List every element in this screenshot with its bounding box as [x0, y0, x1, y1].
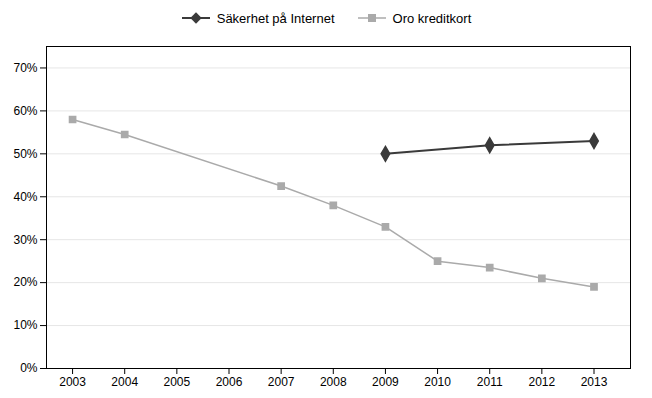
svg-text:2010: 2010 [424, 375, 451, 389]
svg-text:2006: 2006 [216, 375, 243, 389]
svg-text:0%: 0% [20, 361, 38, 375]
svg-text:20%: 20% [13, 275, 37, 289]
svg-text:2008: 2008 [320, 375, 347, 389]
svg-text:10%: 10% [13, 318, 37, 332]
svg-text:2013: 2013 [581, 375, 608, 389]
svg-text:70%: 70% [13, 61, 37, 75]
svg-text:2012: 2012 [529, 375, 556, 389]
svg-text:50%: 50% [13, 147, 37, 161]
svg-text:2003: 2003 [59, 375, 86, 389]
svg-text:2004: 2004 [111, 375, 138, 389]
html-text:Oro kreditkort: Oro kreditkort [392, 10, 472, 26]
html-text:Säkerhet på Internet: Säkerhet på Internet [216, 10, 335, 26]
svg-text:2009: 2009 [372, 375, 399, 389]
svg-text:2007: 2007 [268, 375, 295, 389]
svg-text:40%: 40% [13, 190, 37, 204]
svg-text:2005: 2005 [164, 375, 191, 389]
svg-text:60%: 60% [13, 104, 37, 118]
svg-text:2011: 2011 [477, 375, 503, 389]
svg-text:30%: 30% [13, 233, 37, 247]
